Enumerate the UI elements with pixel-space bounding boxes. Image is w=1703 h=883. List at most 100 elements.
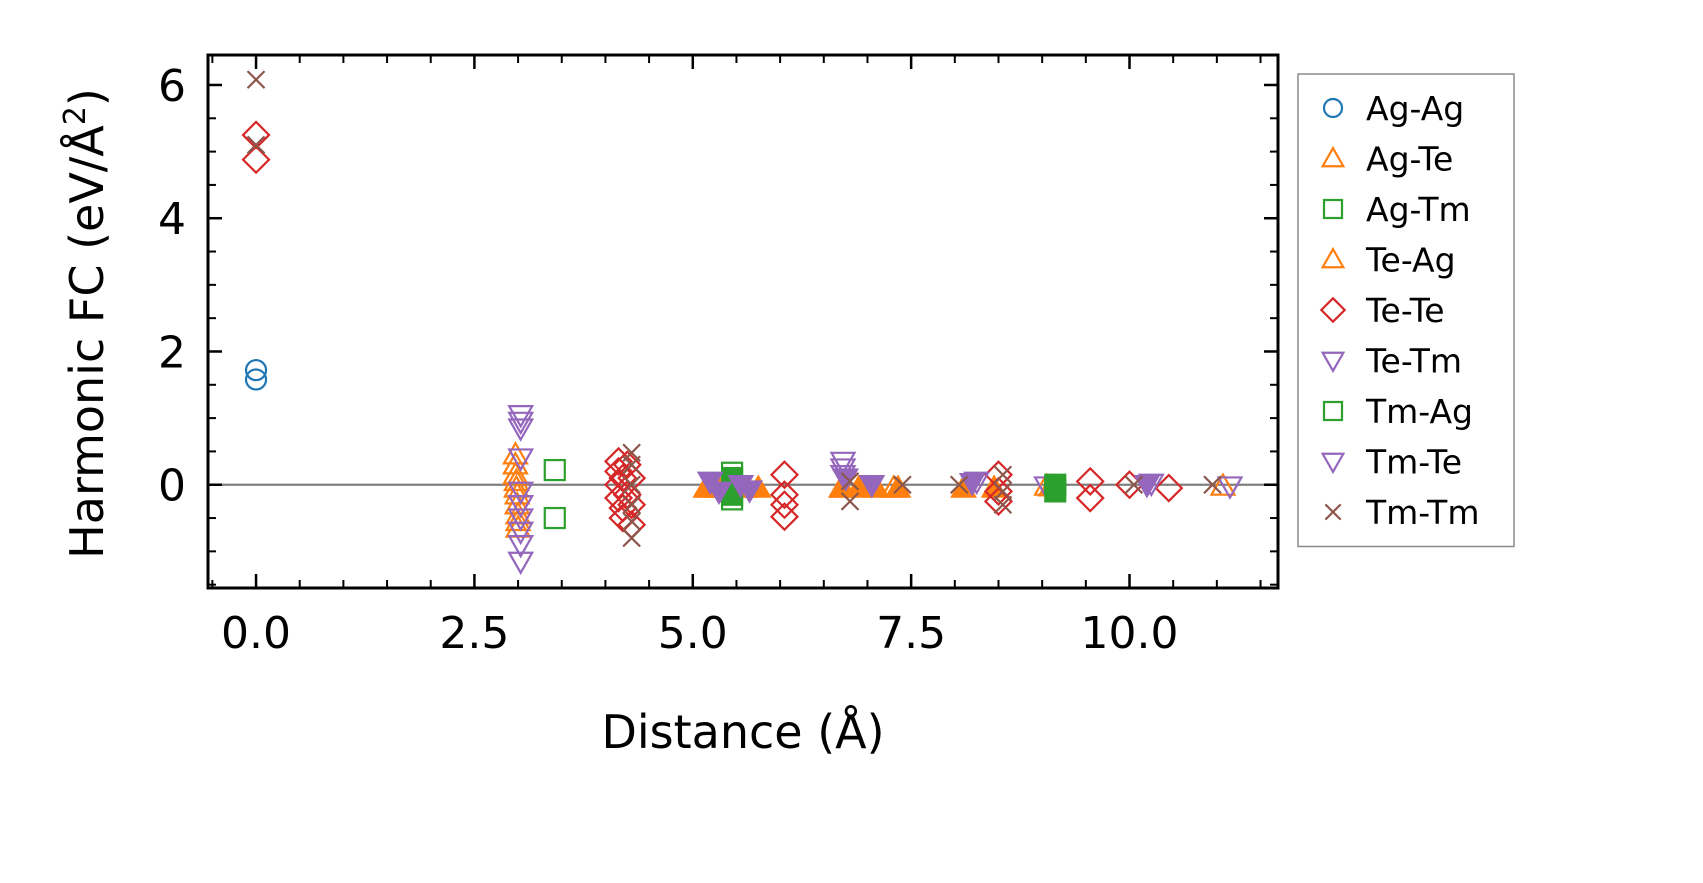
point-tm-tm (993, 482, 1013, 501)
point-te-te (603, 483, 634, 513)
x-tick-label: 10.0 (1081, 608, 1179, 659)
legend-label-te-te: Te-Te (1365, 291, 1445, 330)
point-te-te (769, 502, 800, 532)
point-te-te (769, 490, 800, 520)
point-te-tm (507, 481, 535, 506)
x-marker-stroke (1203, 475, 1222, 495)
point-tm-ag (1044, 480, 1067, 503)
legend-marker-ag-te (1320, 145, 1346, 168)
legend: Ag-Ag Ag-Te Ag-Tm Te-Ag Te-Te Te-Tm Tm-Ag Tm-Te… (1297, 73, 1515, 548)
point-te-tm (1216, 476, 1244, 500)
legend-box (1297, 73, 1515, 548)
axis-ticks-layer (208, 55, 1278, 588)
point-te-ag (845, 474, 873, 498)
legend-label-te-ag: Te-Ag (1365, 241, 1456, 280)
y-tick-label: 6 (158, 61, 186, 112)
point-tm-tm (622, 512, 641, 531)
point-tm-tm (893, 475, 912, 495)
point-tm-tm (622, 455, 641, 475)
legend-label-tm-te: Tm-Te (1365, 443, 1462, 482)
x-tick-label: 5.0 (658, 608, 728, 659)
point-ag-tm (543, 458, 566, 482)
legend-label-ag-ag: Ag-Ag (1366, 89, 1464, 128)
point-ag-te (1209, 472, 1237, 496)
point-tm-tm (622, 475, 641, 495)
point-te-te (769, 480, 800, 510)
legend-label-ag-te: Ag-Te (1366, 140, 1453, 179)
point-ag-te (504, 507, 532, 532)
point-tm-te (858, 475, 886, 499)
point-tm-tm (993, 495, 1013, 514)
x-marker-stroke (622, 528, 641, 548)
legend-item-ag-te: Ag-Te (1320, 140, 1453, 179)
point-tm-te (1133, 475, 1161, 499)
legend-label-tm-ag: Tm-Ag (1365, 392, 1473, 431)
tick-labels-layer: 0.0 2.5 5.0 7.5 10.0 0 2 4 6 (158, 61, 1178, 659)
point-tm-tm (1124, 475, 1144, 495)
legend-marker-te-tm (1320, 351, 1346, 374)
point-te-te (608, 503, 638, 533)
point-te-tm (507, 418, 535, 442)
legend-item-tm-tm: Tm-Tm (1324, 493, 1480, 532)
data-marks-layer (241, 70, 1244, 576)
series-tm-tm (246, 70, 1222, 548)
point-te-tm (507, 411, 535, 436)
x-marker-stroke (622, 512, 641, 531)
x-marker-stroke (993, 465, 1013, 485)
legend-marker-te-ag (1320, 246, 1346, 269)
x-marker-stroke (993, 482, 1013, 501)
point-tm-te (705, 481, 733, 506)
x-marker-stroke (949, 475, 969, 495)
point-te-te (617, 490, 647, 520)
point-ag-tm (543, 506, 566, 530)
x-tick-label: 2.5 (439, 608, 509, 659)
x-tick-label: 7.5 (876, 608, 946, 659)
legend-item-te-te: Te-Te (1319, 291, 1445, 330)
x-marker-stroke (622, 475, 641, 495)
point-te-tm (507, 534, 535, 559)
x-tick-label: 0.0 (221, 608, 291, 659)
legend-item-tm-ag: Tm-Ag (1322, 392, 1473, 431)
x-marker-stroke (246, 70, 266, 89)
legend-marker-te-te (1319, 296, 1347, 324)
x-marker-stroke (1324, 503, 1342, 521)
point-te-te (241, 145, 271, 175)
point-te-tm (829, 451, 857, 476)
y-tick-label: 4 (158, 194, 186, 245)
point-te-tm (507, 405, 535, 429)
point-tm-tm (622, 495, 641, 514)
legend-item-te-tm: Te-Tm (1320, 342, 1462, 381)
point-tm-tm (246, 70, 266, 89)
point-te-tm (507, 551, 535, 576)
x-marker-stroke (622, 495, 641, 514)
legend-marker-ag-ag (1322, 97, 1344, 119)
point-tm-tm (993, 465, 1013, 485)
legend-marker-tm-ag (1322, 400, 1344, 422)
legend-label-te-tm: Te-Tm (1365, 342, 1462, 381)
point-tm-tm (622, 528, 641, 548)
point-tm-te (736, 480, 763, 504)
x-marker-stroke (840, 472, 860, 491)
point-te-tm (507, 494, 535, 519)
point-ag-ag (244, 359, 268, 382)
legend-item-ag-ag: Ag-Ag (1322, 89, 1464, 128)
legend-item-tm-te: Tm-Te (1320, 443, 1462, 482)
series-tm-te (696, 468, 1161, 506)
point-ag-ag (244, 368, 268, 391)
legend-item-ag-tm: Ag-Tm (1322, 190, 1471, 229)
legend-marker-tm-te (1320, 452, 1346, 475)
point-tm-tm (840, 492, 860, 511)
point-ag-te (502, 467, 530, 492)
point-tm-tm (1203, 475, 1222, 495)
y-tick-label: 0 (158, 461, 186, 512)
point-tm-tm (949, 475, 969, 495)
legend-item-te-ag: Te-Ag (1320, 241, 1456, 280)
point-te-te (1154, 473, 1184, 503)
point-te-te (1075, 466, 1105, 496)
point-te-te (1075, 483, 1105, 513)
plot-area-frame (206, 53, 1280, 590)
y-axis-title-superscript: 2 (58, 106, 93, 125)
x-marker-stroke (622, 455, 641, 475)
point-tm-tm (840, 472, 860, 491)
